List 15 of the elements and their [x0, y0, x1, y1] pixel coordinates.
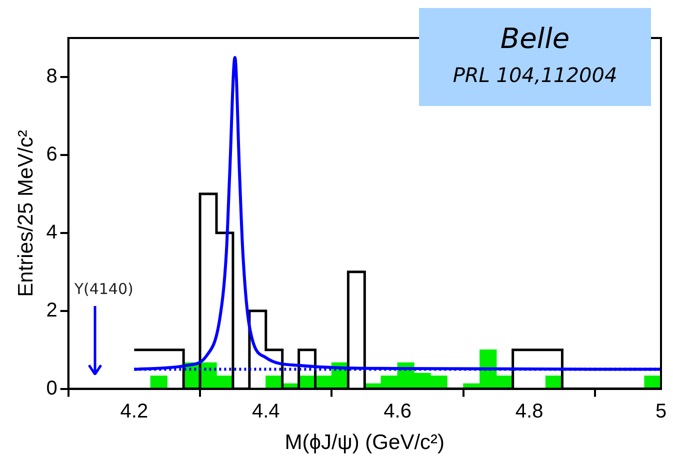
x-tick-label: 4.2: [120, 400, 148, 422]
x-tick-label: 4.8: [515, 400, 544, 422]
y-tick-label: 4: [46, 221, 58, 244]
x-tick-label: 4.4: [252, 400, 280, 422]
y-tick-label: 2: [46, 299, 58, 322]
y-tick-label: 0: [46, 377, 58, 400]
x-tick-label: 5: [655, 400, 667, 422]
x-axis-title: M(ϕJ/ψ) (GeV/c²): [284, 431, 445, 454]
y-tick-label: 8: [46, 65, 58, 88]
x-tick-label: 4.6: [384, 400, 412, 422]
y-tick-label: 6: [46, 143, 58, 166]
y-axis-title: Entries/25 MeV/c²: [14, 130, 38, 297]
annotation: PRL 104,112004: [452, 63, 618, 87]
annotation: Y(4140): [73, 280, 134, 298]
annotation: Belle: [499, 22, 571, 55]
